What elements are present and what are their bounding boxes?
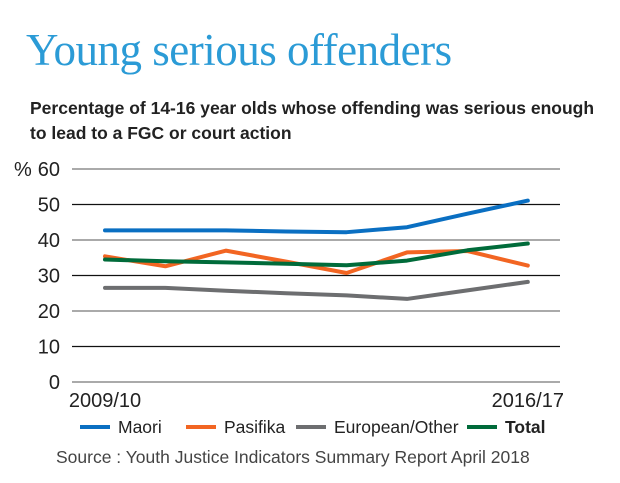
source-note: Source : Youth Justice Indicators Summar…: [56, 447, 530, 467]
legend-label: European/Other: [334, 417, 459, 437]
legend-label: Maori: [118, 417, 162, 437]
y-tick-label: 40: [38, 230, 60, 252]
series-line-total: [103, 241, 530, 268]
y-axis-unit: %: [14, 159, 32, 181]
y-tick-label: 50: [38, 195, 60, 217]
chart-title: Young serious offenders: [26, 25, 452, 75]
y-tick-label: 10: [38, 337, 60, 359]
series-line-european-other: [103, 279, 530, 301]
series-line-maori: [103, 198, 530, 235]
y-tick-label: 0: [49, 372, 60, 394]
legend-label: Pasifika: [224, 417, 286, 437]
y-tick-label: 30: [38, 266, 60, 288]
y-tick-label: 20: [38, 301, 60, 323]
y-tick-label: 60: [38, 159, 60, 181]
x-tick-label: 2009/10: [69, 390, 141, 412]
x-tick-label: 2016/17: [492, 390, 564, 412]
legend-label: Total: [505, 417, 546, 437]
chart-subtitle: Percentage of 14-16 year olds whose offe…: [30, 98, 595, 143]
